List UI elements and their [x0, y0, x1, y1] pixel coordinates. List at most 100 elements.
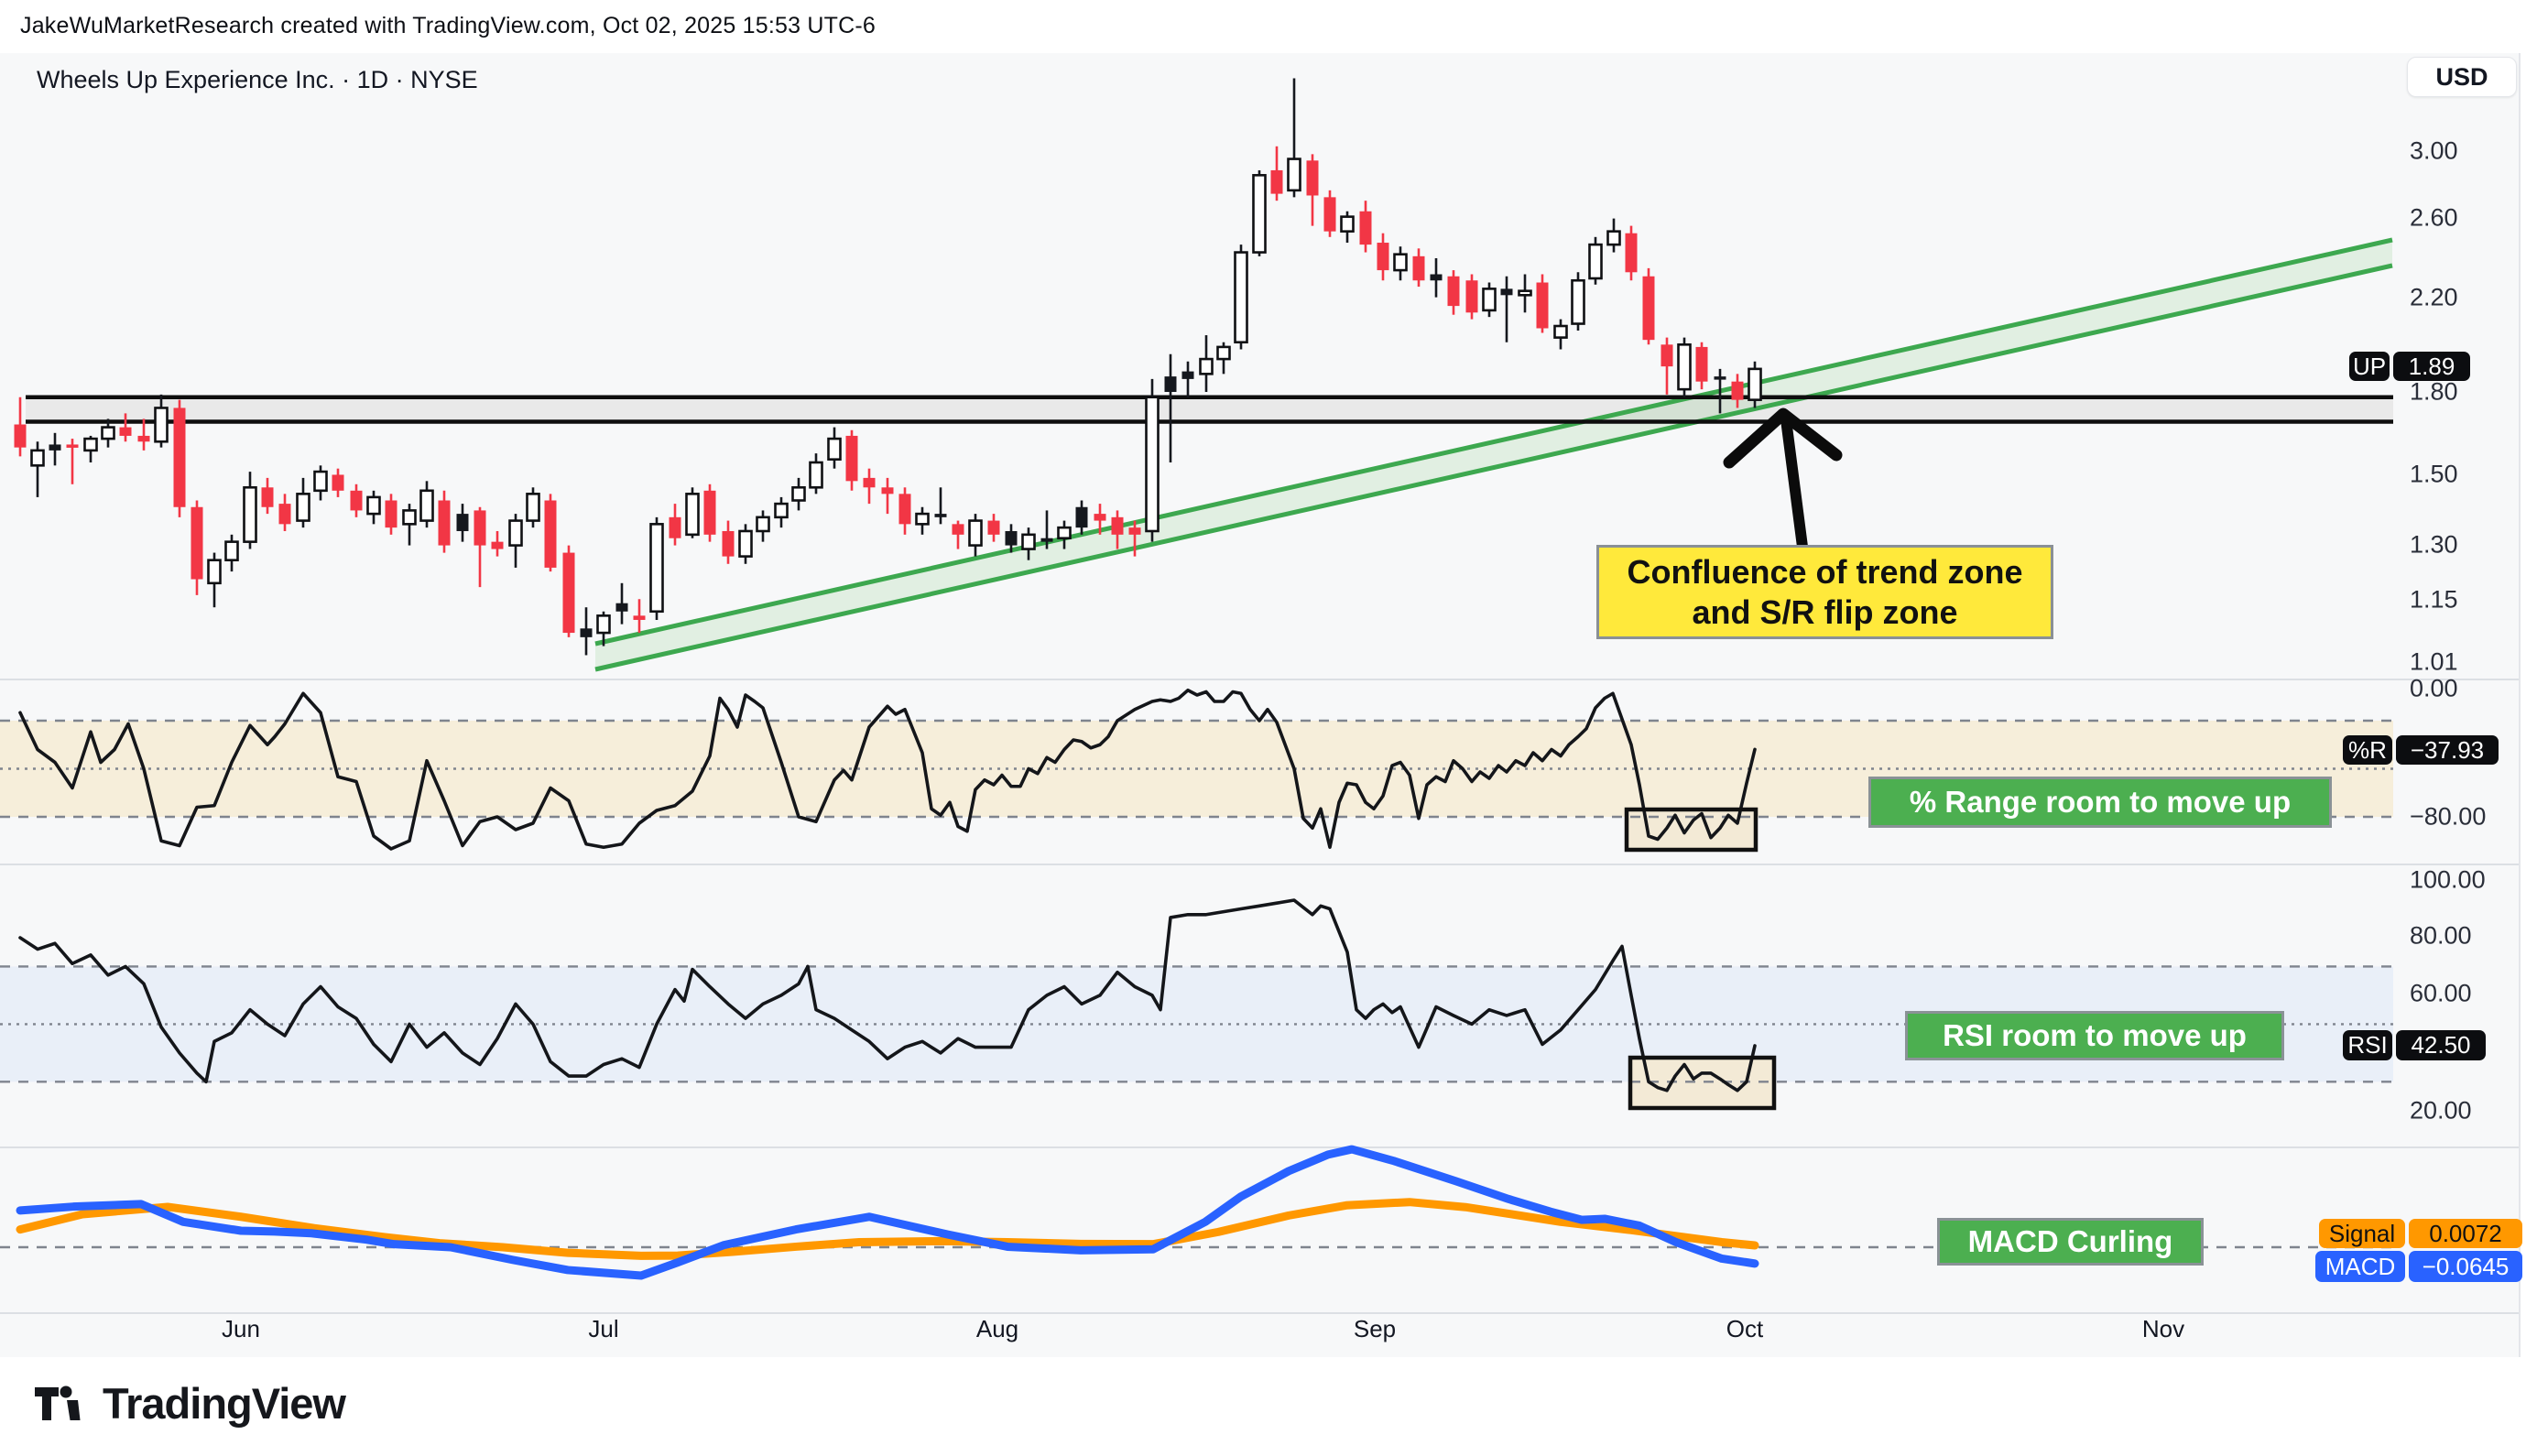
- candle-body-65[interactable]: [1164, 376, 1177, 392]
- candle-body-75[interactable]: [1340, 215, 1355, 233]
- candle-body-23[interactable]: [419, 489, 434, 522]
- candle-body-40[interactable]: [722, 530, 735, 557]
- candle-body-9[interactable]: [173, 407, 186, 507]
- candle-body-13[interactable]: [243, 485, 257, 543]
- candle-body-71[interactable]: [1270, 169, 1283, 194]
- candle-body-63[interactable]: [1128, 527, 1141, 535]
- candle-body-84[interactable]: [1500, 288, 1513, 296]
- candle-body-20[interactable]: [366, 495, 381, 516]
- candle-body-34[interactable]: [615, 603, 628, 612]
- candle-body-22[interactable]: [402, 509, 417, 526]
- candle-body-46[interactable]: [827, 437, 842, 461]
- candle-body-49[interactable]: [881, 487, 894, 494]
- candle-body-17[interactable]: [313, 470, 328, 493]
- candle-body-70[interactable]: [1252, 174, 1267, 254]
- candle-body-27[interactable]: [491, 541, 504, 549]
- candle-body-48[interactable]: [863, 477, 876, 488]
- candle-body-98[interactable]: [1748, 367, 1762, 401]
- candle-body-74[interactable]: [1323, 197, 1336, 232]
- candle-body-66[interactable]: [1181, 371, 1194, 379]
- candle-body-57[interactable]: [1021, 533, 1036, 550]
- candle-body-4[interactable]: [83, 437, 98, 452]
- candle-body-29[interactable]: [526, 493, 540, 522]
- candle-body-69[interactable]: [1234, 251, 1248, 344]
- candle-body-56[interactable]: [1005, 530, 1018, 546]
- candle-body-61[interactable]: [1094, 514, 1106, 521]
- wr-room-note[interactable]: % Range room to move up: [1868, 777, 2332, 828]
- candle-body-68[interactable]: [1216, 345, 1231, 361]
- candle-body-53[interactable]: [952, 524, 964, 535]
- candle-body-30[interactable]: [544, 500, 557, 568]
- candle-body-97[interactable]: [1731, 381, 1744, 400]
- trend-channel-lower[interactable]: [594, 263, 2393, 672]
- candle-body-47[interactable]: [845, 435, 858, 482]
- candle-body-67[interactable]: [1199, 357, 1214, 375]
- candle-body-3[interactable]: [66, 444, 79, 448]
- candle-body-95[interactable]: [1695, 346, 1708, 382]
- candle-body-15[interactable]: [278, 504, 291, 525]
- candle-body-25[interactable]: [456, 514, 469, 531]
- candle-body-2[interactable]: [49, 444, 61, 451]
- candle-body-0[interactable]: [14, 424, 27, 448]
- currency-badge[interactable]: USD: [2407, 57, 2517, 97]
- candle-body-16[interactable]: [296, 493, 310, 522]
- candle-body-10[interactable]: [191, 506, 203, 580]
- candle-body-54[interactable]: [968, 519, 983, 547]
- candle-body-64[interactable]: [1145, 396, 1160, 533]
- candle-body-83[interactable]: [1482, 288, 1497, 312]
- candle-body-39[interactable]: [703, 490, 716, 535]
- candle-body-87[interactable]: [1553, 324, 1568, 339]
- candle-body-60[interactable]: [1075, 506, 1088, 528]
- candle-body-43[interactable]: [774, 502, 789, 519]
- candle-body-77[interactable]: [1377, 243, 1389, 271]
- candle-body-11[interactable]: [207, 559, 222, 585]
- candle-body-51[interactable]: [915, 512, 930, 526]
- candle-body-76[interactable]: [1359, 211, 1372, 245]
- candle-body-93[interactable]: [1660, 344, 1673, 367]
- candle-body-78[interactable]: [1393, 253, 1408, 272]
- candle-body-41[interactable]: [738, 529, 753, 558]
- macd-curling-note[interactable]: MACD Curling: [1937, 1218, 2204, 1266]
- candle-body-14[interactable]: [261, 487, 274, 507]
- candle-body-6[interactable]: [119, 427, 132, 436]
- candle-body-89[interactable]: [1588, 243, 1603, 280]
- candle-body-7[interactable]: [137, 435, 150, 442]
- candle-body-72[interactable]: [1287, 158, 1301, 192]
- candle-body-55[interactable]: [987, 520, 1000, 535]
- candle-body-37[interactable]: [669, 516, 681, 538]
- candle-body-79[interactable]: [1412, 255, 1425, 281]
- candle-body-92[interactable]: [1642, 276, 1655, 341]
- candle-body-1[interactable]: [30, 449, 45, 467]
- candle-body-85[interactable]: [1518, 289, 1532, 297]
- candle-body-90[interactable]: [1606, 230, 1621, 246]
- candle-body-19[interactable]: [350, 490, 363, 511]
- candle-body-35[interactable]: [633, 615, 646, 620]
- candle-body-12[interactable]: [224, 540, 239, 561]
- candle-body-96[interactable]: [1714, 376, 1726, 380]
- candle-body-33[interactable]: [596, 614, 611, 635]
- confluence-annotation[interactable]: Confluence of trend zone and S/R flip zo…: [1596, 545, 2053, 639]
- candle-body-52[interactable]: [934, 514, 947, 517]
- candle-body-80[interactable]: [1430, 274, 1443, 281]
- candle-body-36[interactable]: [649, 523, 664, 614]
- candle-body-5[interactable]: [101, 426, 115, 440]
- rsi-consolidation-box[interactable]: [1628, 1055, 1777, 1111]
- candle-body-94[interactable]: [1677, 343, 1692, 391]
- sr-flip-zone[interactable]: [26, 397, 2393, 422]
- tradingview-logo[interactable]: TradingView: [33, 1378, 346, 1429]
- candle-body-8[interactable]: [154, 407, 169, 443]
- trend-channel-upper[interactable]: [594, 237, 2393, 647]
- candle-body-26[interactable]: [474, 510, 486, 546]
- rsi-room-note[interactable]: RSI room to move up: [1905, 1011, 2284, 1060]
- candle-body-82[interactable]: [1465, 280, 1478, 313]
- candle-body-91[interactable]: [1625, 233, 1638, 273]
- candle-body-88[interactable]: [1571, 278, 1585, 325]
- candle-body-32[interactable]: [580, 628, 593, 637]
- candle-body-45[interactable]: [809, 461, 823, 489]
- trend-channel-fill[interactable]: [595, 240, 2392, 669]
- candle-body-18[interactable]: [332, 474, 344, 491]
- candle-body-50[interactable]: [898, 494, 911, 525]
- candle-body-73[interactable]: [1306, 160, 1319, 196]
- candle-body-59[interactable]: [1057, 526, 1072, 540]
